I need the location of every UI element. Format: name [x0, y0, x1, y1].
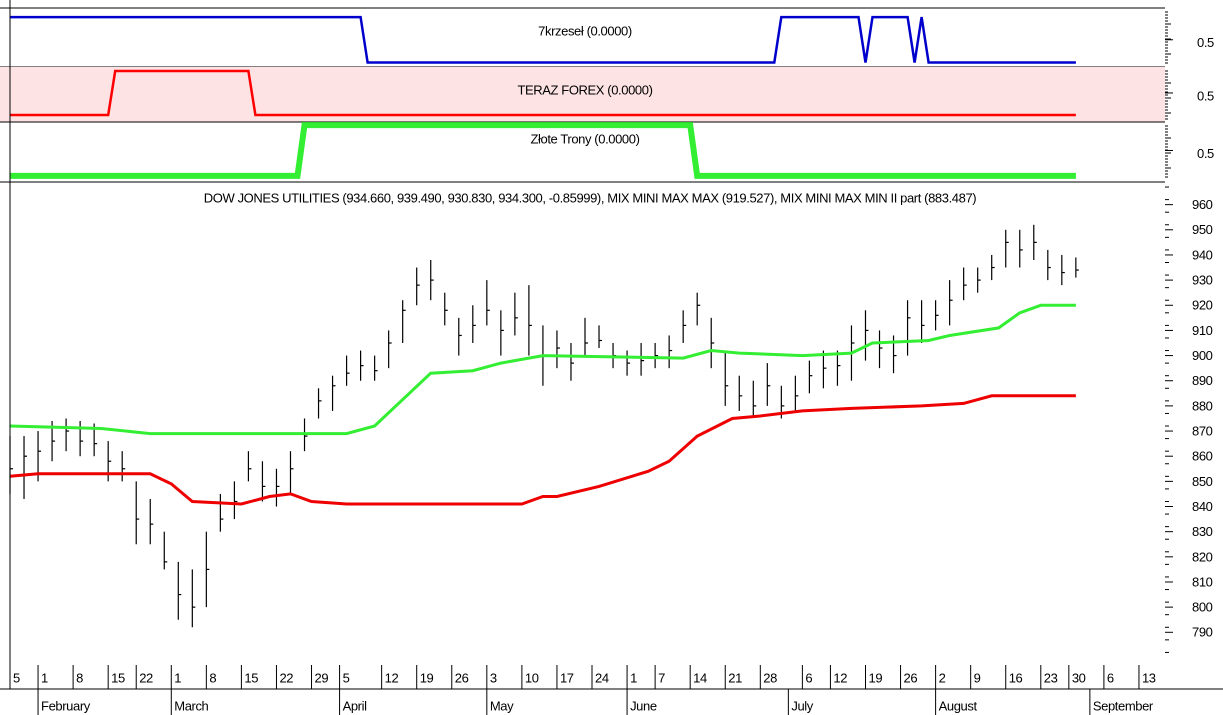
x-tick-label: 28: [763, 670, 777, 685]
x-tick-label: 22: [279, 670, 293, 685]
x-tick-label: 15: [111, 670, 125, 685]
x-tick-label: 24: [595, 670, 609, 685]
y-tick-label: 0.5: [1197, 146, 1214, 161]
x-tick-label: 17: [560, 670, 574, 685]
indicator-line: [10, 69, 1076, 117]
month-label: August: [939, 698, 978, 713]
x-tick-label: 15: [244, 670, 258, 685]
x-tick-label: 3: [490, 670, 497, 685]
x-tick-label: 16: [1009, 670, 1023, 685]
month-label: April: [343, 698, 368, 713]
y-tick-label: 890: [1192, 373, 1213, 388]
x-tick-label: 8: [76, 670, 83, 685]
month-label: July: [791, 698, 813, 713]
y-tick-label: 900: [1192, 348, 1213, 363]
x-tick-label: 12: [833, 670, 847, 685]
chart-title: DOW JONES UTILITIES (934.660, 939.490, 9…: [204, 190, 976, 205]
x-tick-label: 19: [868, 670, 882, 685]
y-tick-label: 820: [1192, 549, 1213, 564]
indicator-line: [9, 394, 1076, 506]
month-label: March: [174, 698, 208, 713]
y-tick-label: 830: [1192, 524, 1213, 539]
indicator-line: [10, 122, 1076, 179]
y-tick-label: 950: [1192, 222, 1213, 237]
y-tick-label: 930: [1192, 273, 1213, 288]
panel-title: TERAZ FOREX (0.0000): [517, 82, 652, 97]
x-tick-label: 19: [420, 670, 434, 685]
y-tick-label: 910: [1192, 323, 1213, 338]
y-tick-label: 850: [1192, 474, 1213, 489]
x-tick-label: 23: [1044, 670, 1058, 685]
x-tick-label: 10: [525, 670, 539, 685]
panel-title: 7krzeseł (0.0000): [538, 23, 632, 38]
month-label: May: [490, 698, 514, 713]
x-tick-label: 9: [974, 670, 981, 685]
y-tick-label: 960: [1192, 197, 1213, 212]
panel-background: [0, 67, 1165, 122]
x-tick-label: 26: [904, 670, 918, 685]
y-tick-label: 940: [1192, 247, 1213, 262]
panel-title: Złote Trony (0.0000): [530, 131, 639, 146]
x-tick-label: 6: [805, 670, 812, 685]
x-tick-label: 5: [343, 670, 350, 685]
indicator-line: [9, 303, 1076, 436]
x-tick-label: 26: [455, 670, 469, 685]
x-tick-label: 1: [41, 670, 48, 685]
x-tick-label: 30: [1072, 670, 1086, 685]
x-tick-label: 5: [13, 670, 20, 685]
x-tick-label: 29: [315, 670, 329, 685]
x-tick-label: 6: [1107, 670, 1114, 685]
y-tick-label: 920: [1192, 298, 1213, 313]
y-tick-label: 860: [1192, 449, 1213, 464]
y-tick-label: 810: [1192, 574, 1213, 589]
x-tick-label: 8: [209, 670, 216, 685]
x-tick-label: 7: [658, 670, 665, 685]
y-tick-label: 870: [1192, 423, 1213, 438]
indicator-line: [10, 15, 1076, 64]
y-tick-label: 800: [1192, 600, 1213, 615]
x-tick-label: 1: [174, 670, 181, 685]
y-tick-label: 0.5: [1197, 88, 1214, 103]
y-tick-label: 840: [1192, 499, 1213, 514]
x-tick-label: 14: [693, 670, 707, 685]
month-label: June: [630, 698, 657, 713]
x-tick-label: 13: [1142, 670, 1156, 685]
month-label: September: [1093, 698, 1154, 713]
y-tick-label: 880: [1192, 398, 1213, 413]
x-tick-label: 12: [385, 670, 399, 685]
x-tick-label: 1: [630, 670, 637, 685]
x-tick-label: 2: [939, 670, 946, 685]
y-tick-label: 0.5: [1197, 35, 1214, 50]
x-tick-label: 21: [728, 670, 742, 685]
y-tick-label: 790: [1192, 625, 1213, 640]
x-tick-label: 22: [139, 670, 153, 685]
month-label: February: [41, 698, 91, 713]
